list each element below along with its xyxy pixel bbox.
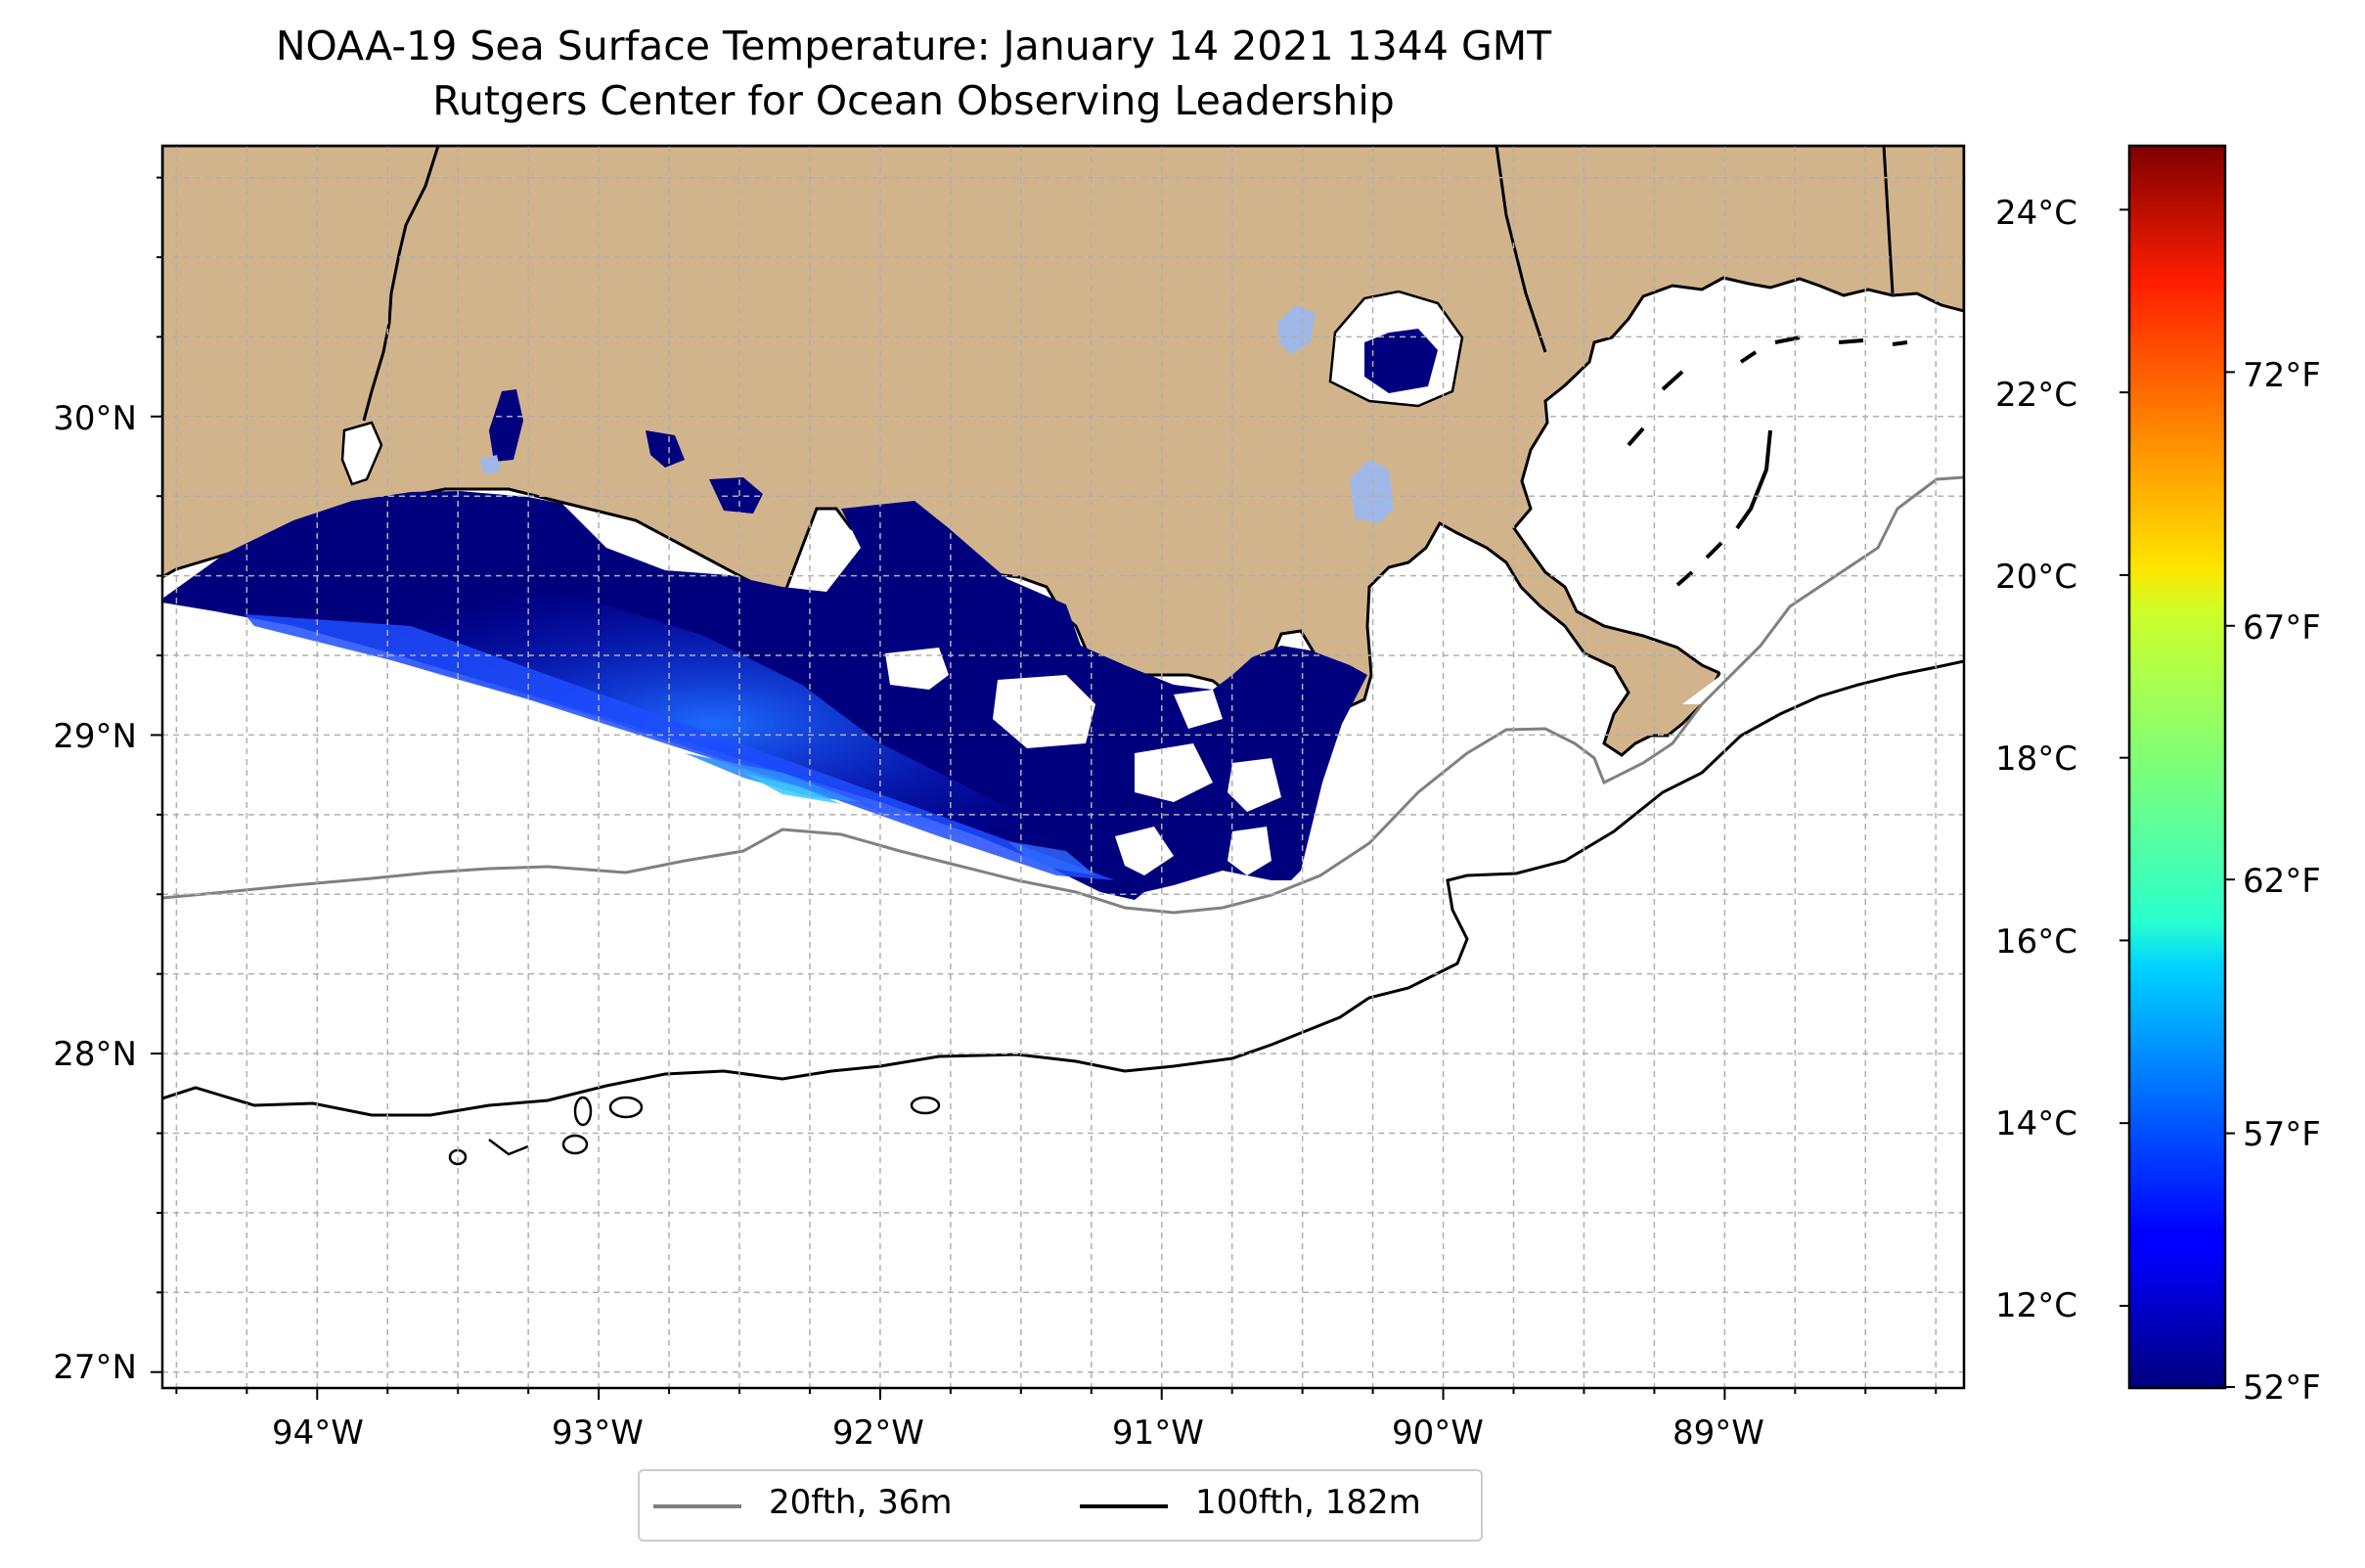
colorbar-celsius-label: 18°C — [1995, 739, 2078, 779]
legend-label-20fth: 20fth, 36m — [769, 1483, 953, 1522]
lon-tick-label: 89°W — [1673, 1413, 1764, 1453]
legend-swatch-20fth — [653, 1504, 741, 1508]
legend-label-100fth: 100fth, 182m — [1195, 1483, 1421, 1522]
lon-tick-label: 93°W — [552, 1413, 644, 1453]
colorbar-fahrenheit-label: 67°F — [2243, 608, 2321, 648]
colorbar-fahrenheit-label: 52°F — [2243, 1368, 2321, 1408]
chart-subtitle: Rutgers Center for Ocean Observing Leade… — [432, 77, 1395, 124]
lat-tick-label: 30°N — [53, 399, 137, 438]
colorbar-fahrenheit-label: 62°F — [2243, 862, 2321, 901]
lon-tick-label: 94°W — [272, 1413, 364, 1453]
lon-tick-label: 91°W — [1112, 1413, 1204, 1453]
colorbar-celsius-label: 20°C — [1995, 558, 2078, 597]
map-gridlines — [162, 146, 1964, 1388]
isobath-100fth — [162, 659, 1964, 1117]
cloud-gaps — [885, 648, 1281, 875]
chart-title: NOAA-19 Sea Surface Temperature: January… — [275, 22, 1552, 69]
colorbar-fahrenheit-label: 72°F — [2243, 356, 2321, 395]
lat-tick-label: 27°N — [53, 1348, 137, 1387]
legend: 20fth, 36m 100fth, 182m — [638, 1469, 1483, 1542]
colorbar-celsius-label: 22°C — [1995, 376, 2078, 415]
colorbar-celsius-label: 24°C — [1995, 194, 2078, 233]
lat-tick-label: 28°N — [53, 1035, 137, 1074]
lat-tick-label: 29°N — [53, 717, 137, 756]
colorbar-celsius-label: 12°C — [1995, 1286, 2078, 1325]
colorbar-celsius-label: 16°C — [1995, 922, 2078, 962]
lon-tick-label: 90°W — [1392, 1413, 1484, 1453]
lon-tick-label: 92°W — [832, 1413, 924, 1453]
colorbar — [2127, 144, 2227, 1390]
colorbar-fahrenheit-label: 57°F — [2243, 1115, 2321, 1154]
colorbar-celsius-label: 14°C — [1995, 1104, 2078, 1143]
legend-swatch-100fth — [1080, 1504, 1168, 1508]
